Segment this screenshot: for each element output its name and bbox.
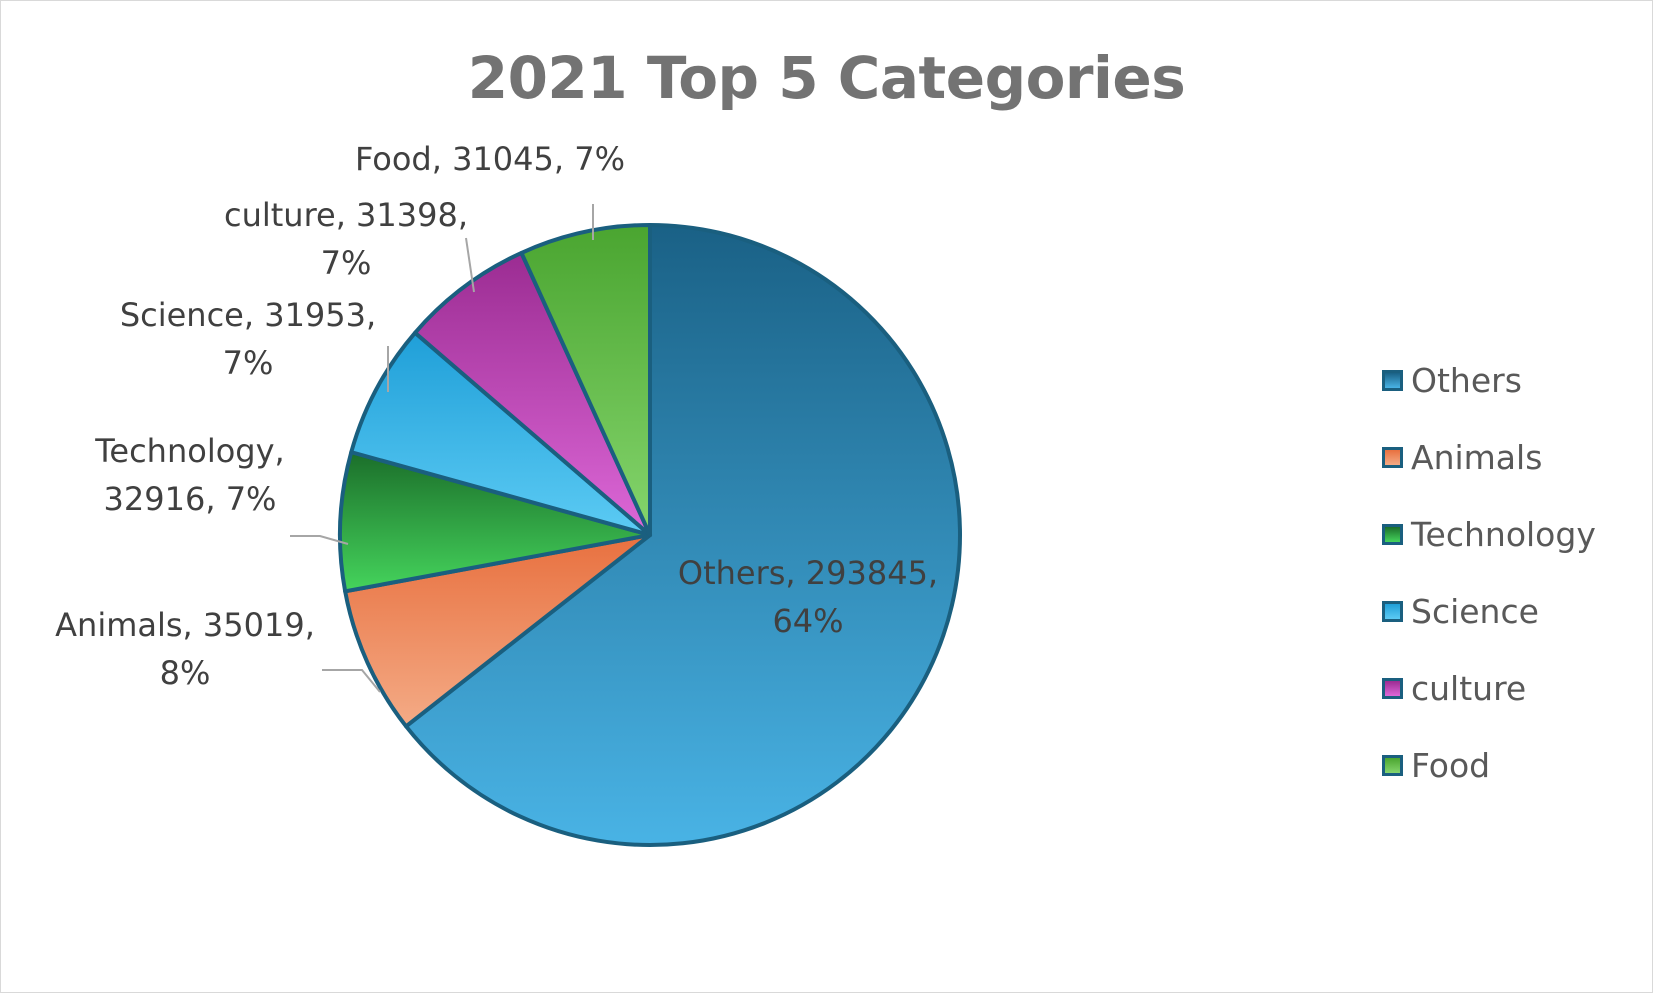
chart-title: 2021 Top 5 Categories	[467, 44, 1186, 112]
leader-line-culture	[465, 237, 475, 293]
pie-slice-technology	[337, 450, 652, 594]
legend-swatch	[1382, 678, 1403, 699]
data-label-food: Food, 31045, 7%	[355, 140, 625, 178]
data-label-technology: Technology, 32916, 7%	[94, 432, 284, 518]
pie-slice-others	[404, 223, 962, 847]
legend-swatch	[1382, 755, 1403, 776]
legend-item-science: Science	[1382, 573, 1596, 650]
data-label-others: Others, 293845, 64%	[678, 554, 938, 640]
data-label-science: Science, 31953, 7%	[120, 296, 376, 382]
legend-swatch	[1382, 601, 1403, 622]
legend-label: Technology	[1411, 515, 1596, 554]
legend-item-food: Food	[1382, 727, 1596, 804]
legend-swatch	[1382, 447, 1403, 468]
data-label-culture: culture, 31398, 7%	[224, 196, 468, 282]
legend-swatch	[1382, 524, 1403, 545]
legend-item-others: Others	[1382, 342, 1596, 419]
pie-slice-science	[349, 330, 652, 537]
leader-line-technology	[290, 535, 349, 545]
legend-swatch	[1382, 370, 1403, 391]
legend: Others Animals Technology Science culture Foo…	[1382, 342, 1596, 804]
data-label-animals: Animals, 35019, 8%	[55, 606, 315, 692]
legend-item-animals: Animals	[1382, 419, 1596, 496]
leader-line-animals	[322, 669, 381, 693]
legend-item-culture: culture	[1382, 650, 1596, 727]
legend-label: Animals	[1411, 438, 1543, 477]
pie-slice-animals	[343, 533, 652, 729]
legend-item-technology: Technology	[1382, 496, 1596, 573]
legend-label: Science	[1411, 592, 1539, 631]
legend-label: Others	[1411, 361, 1522, 400]
pie-slice-food	[519, 223, 652, 537]
legend-label: culture	[1411, 669, 1527, 708]
legend-label: Food	[1411, 746, 1491, 785]
pie-slice-culture	[413, 250, 652, 537]
